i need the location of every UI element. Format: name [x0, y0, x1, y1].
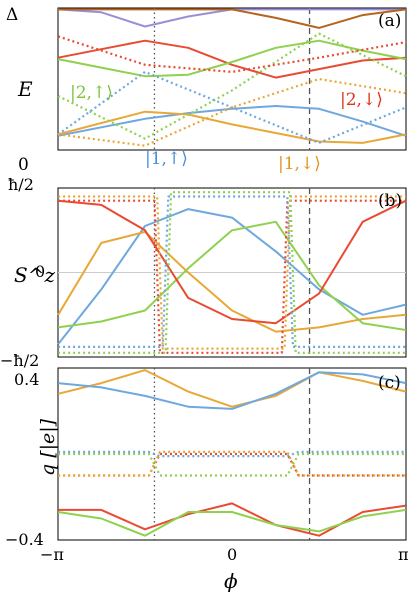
series-line-1-6 [57, 110, 407, 144]
panel-frame [57, 367, 407, 541]
series-line-3-1 [57, 369, 407, 408]
state-label-2-up: |2,↑⟩ [70, 83, 113, 103]
series-line-2-7 [58, 191, 406, 354]
state-label-2-down: |2,↓⟩ [340, 90, 383, 110]
series-line-2-5 [58, 199, 406, 354]
series-line-3-5 [58, 452, 406, 477]
panel-b-ytick-top: ħ/2 [8, 175, 34, 194]
panel-a-ytick-top: Δ [6, 5, 18, 25]
x-axis-label: ϕ [224, 569, 238, 593]
series-line-3-8 [58, 450, 406, 477]
xtick-pi: π [398, 545, 409, 564]
series-line-1-9 [57, 70, 407, 144]
panel-c-ytick-bottom: −0.4 [5, 530, 44, 549]
series-line-3-4 [57, 508, 407, 537]
panel-a-label: (a) [378, 11, 401, 31]
series-line-1-8 [57, 35, 407, 73]
series-line-1-5 [57, 105, 407, 137]
panel-b-label: (b) [378, 191, 402, 211]
panel-a-ytick-bottom: 0 [18, 155, 29, 175]
series-line-2-4 [58, 199, 407, 325]
series-line-3-3 [58, 502, 407, 537]
panel-c-ylabel: q [|e|] [37, 418, 59, 476]
series-line-3-6 [58, 452, 406, 477]
series-line-3-7 [58, 450, 406, 458]
series-line-1-3 [57, 39, 406, 79]
panel-frame [57, 7, 407, 151]
panel-c-ytick-top: 0.4 [14, 370, 39, 389]
state-label-1-up: |1,↑⟩ [145, 149, 188, 169]
series-line-2-3 [57, 220, 407, 331]
panel-b-ytick-mid: 0 [35, 262, 45, 281]
xtick-minus-pi: −π [40, 545, 64, 564]
series-line-1-4 [57, 39, 407, 78]
series-line-1-7 [57, 32, 407, 140]
series-line-2-2 [57, 230, 406, 333]
panel-a-ylabel: E [17, 77, 33, 101]
series-line-2-8 [58, 195, 406, 348]
panel-b-ytick-bottom: −ħ/2 [0, 351, 39, 370]
xtick-zero: 0 [227, 545, 237, 564]
series-line-2-1 [57, 208, 407, 345]
panel-c-label: (c) [378, 373, 401, 393]
panel-b-ylabel: S^z [14, 263, 55, 287]
series-line-1-2 [58, 8, 407, 29]
series-line-3-2 [58, 371, 407, 410]
state-label-1-down: |1,↓⟩ [278, 154, 321, 174]
